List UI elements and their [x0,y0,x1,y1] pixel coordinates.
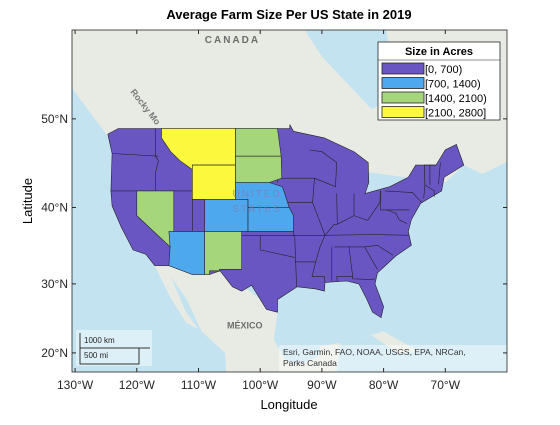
state-border [259,235,295,258]
legend-title: Size in Acres [405,46,473,58]
x-tick-label: 100°W [242,378,279,392]
basemap-label: MÉXICO [227,321,263,331]
state-border [423,164,436,186]
state-border [294,235,297,287]
state-border [155,128,159,191]
chart-title: Average Farm Size Per US State in 2019 [166,7,411,22]
state-border [324,215,355,236]
state-region [235,128,282,157]
overlay: 130°W 120°W 110°W 100°W 90°W 80°W 70°W 20°N 30°N… [41,29,508,392]
y-tick-label: 40°N [41,200,68,214]
state-region [204,231,242,275]
x-tick-label: 90°W [307,378,337,392]
state-border [352,276,376,280]
state-region [235,155,283,183]
state-border [112,153,159,157]
y-axis-label: Latitude [20,178,35,224]
basemap-label: STATES [232,204,281,215]
state-region [192,164,236,200]
state-border [384,190,423,203]
attribution: Esri, Garmin, FAO, NOAA, USGS, EPA, NRCa… [283,347,466,357]
state-border [324,234,410,236]
x-axis-label: Longitude [260,397,317,412]
state-border [380,190,410,211]
y-tick-label: 50°N [41,112,68,126]
legend-label: [700, 1400) [425,79,481,91]
state-border [311,178,326,283]
scalebar-label: 500 mi [84,351,108,360]
legend-label: [2100, 2800] [425,108,486,120]
state-border [423,184,435,199]
legend-label: [0, 700) [425,64,462,76]
state-border [353,190,381,221]
hudson-bay [304,30,396,109]
state-border [334,244,394,256]
attribution: Parks Canada [283,358,337,368]
x-tick-label: 120°W [119,378,156,392]
basemap-label: UNITED [232,189,281,200]
legend-swatch [381,62,425,75]
legend-swatch [381,91,425,104]
state-border [336,193,338,225]
state-border [386,209,408,224]
x-tick-label: 130°W [57,378,94,392]
y-tick-label: 20°N [41,346,68,360]
land-south [154,265,341,372]
x-tick-label: 80°W [369,378,399,392]
x-tick-label: 70°W [431,378,461,392]
basemap-label: CANADA [205,35,260,46]
land-cuba [352,331,420,354]
state-border [309,149,338,188]
legend-swatch [381,106,425,118]
y-tick-label: 30°N [41,277,68,291]
legend-label: [1400, 2100) [425,93,487,105]
legend-swatch [381,77,425,89]
x-tick-label: 110°W [181,378,217,392]
state-border [336,246,354,282]
scalebar-line [79,348,140,365]
attribution-box [279,345,507,372]
state-border [438,162,441,185]
state-border [364,246,378,270]
scalebar-label: 1000 km [84,336,115,345]
axes-frame [71,29,508,373]
state-region [204,199,249,232]
